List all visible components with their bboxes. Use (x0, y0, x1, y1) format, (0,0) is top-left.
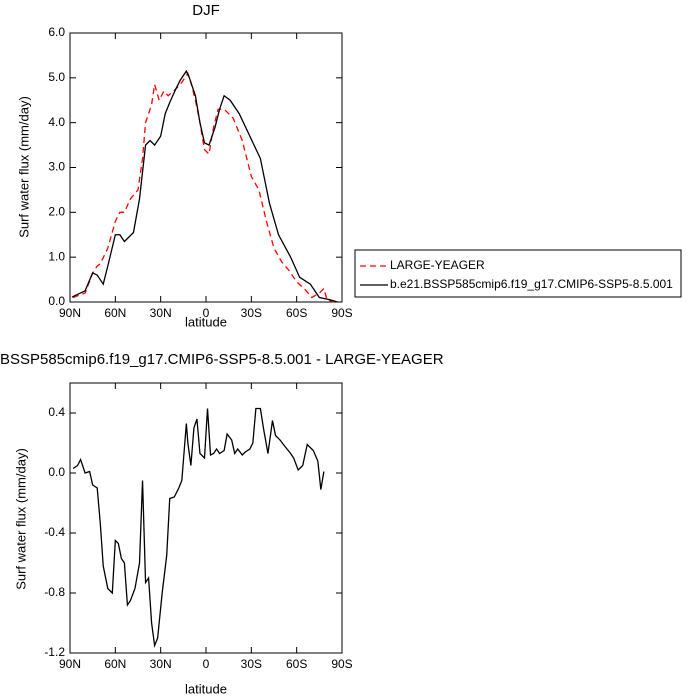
y-tick-label: -0.8 (44, 585, 65, 599)
x-tick-label: 60S (286, 657, 307, 671)
legend-label: LARGE-YEAGER (390, 258, 485, 272)
x-axis-label: latitude (185, 681, 227, 696)
x-tick-label: 30N (150, 657, 172, 671)
legend-box (354, 249, 682, 298)
x-tick-label: 90S (331, 657, 352, 671)
y-axis-label: Surf water flux (mm/day) (13, 448, 28, 590)
data-line (72, 407, 325, 649)
y-tick-label: 1.0 (48, 249, 65, 263)
y-tick-label: 2.0 (48, 205, 65, 219)
y-tick-label: -0.4 (44, 525, 65, 539)
x-tick-label: 60S (286, 306, 307, 320)
chart-title: BSSP585cmip6.f19_g17.CMIP6-SSP5-8.5.001 … (0, 351, 444, 368)
x-tick-label: 30S (241, 657, 262, 671)
x-tick-label: 0 (203, 306, 210, 320)
x-tick-label: 90N (59, 657, 81, 671)
legend-label: b.e21.BSSP585cmip6.f19_g17.CMIP6-SSP5-8.… (390, 277, 673, 291)
y-tick-label: 0.0 (48, 294, 65, 308)
data-line (72, 71, 335, 303)
y-tick-label: 4.0 (48, 115, 65, 129)
y-axis-label: Surf water flux (mm/day) (16, 96, 31, 238)
plot-frame (69, 32, 343, 303)
x-tick-label: 60N (104, 657, 126, 671)
chart-title: DJF (192, 2, 220, 19)
x-tick-label: 30S (241, 306, 262, 320)
x-tick-label: 30N (150, 306, 172, 320)
y-tick-label: 6.0 (48, 25, 65, 39)
x-tick-label: 90N (59, 306, 81, 320)
y-tick-label: 5.0 (48, 70, 65, 84)
y-tick-label: 0.4 (48, 405, 65, 419)
data-line (71, 69, 338, 303)
y-tick-label: 0.0 (48, 465, 65, 479)
x-tick-label: 0 (203, 657, 210, 671)
x-tick-label: 90S (331, 306, 352, 320)
x-tick-label: 60N (104, 306, 126, 320)
y-tick-label: 3.0 (48, 160, 65, 174)
y-tick-label: -1.2 (44, 645, 65, 659)
x-axis-label: latitude (185, 314, 227, 329)
